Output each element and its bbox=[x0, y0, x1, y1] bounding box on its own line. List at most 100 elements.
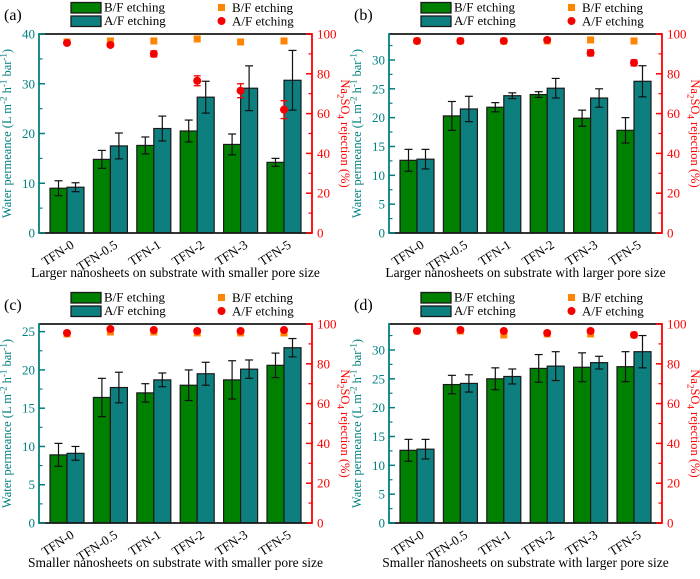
right-tick-label: 40 bbox=[317, 146, 330, 161]
y-axis-label-right: Na2SO4 rejection (%) bbox=[336, 369, 351, 477]
scatter-point-circle bbox=[630, 330, 638, 339]
left-tick-label: 30 bbox=[22, 76, 35, 91]
scatter-point-circle bbox=[63, 38, 71, 47]
bar-af bbox=[416, 158, 435, 234]
left-tick-label: 15 bbox=[372, 139, 385, 154]
scatter-point-circle bbox=[63, 328, 71, 337]
scatter-point-square bbox=[587, 36, 595, 44]
right-axis-ticks: 0 20 40 60 80 100 bbox=[656, 316, 687, 530]
scatter-point-circle bbox=[280, 325, 288, 334]
right-tick-label: 40 bbox=[667, 435, 680, 450]
left-tick-label: 25 bbox=[22, 324, 35, 339]
bar-af bbox=[590, 361, 609, 524]
x-tick-label: TFN-0 bbox=[389, 526, 427, 558]
right-tick-label: 0 bbox=[667, 515, 674, 530]
y-axis-label-right: Na2SO4 rejection (%) bbox=[336, 79, 351, 187]
scatter-point-circle bbox=[106, 324, 115, 333]
bar-error-bars bbox=[54, 337, 297, 467]
right-tick-label: 0 bbox=[667, 226, 674, 241]
panel-label: (c) bbox=[4, 297, 22, 314]
x-axis-caption: Larger nanosheets on substrate with smal… bbox=[31, 265, 320, 280]
bars-group bbox=[49, 346, 302, 524]
bar-bf bbox=[529, 367, 548, 524]
x-tick-label: TFN-0 bbox=[39, 526, 77, 558]
bar-af bbox=[109, 386, 129, 524]
left-tick-label: 0 bbox=[379, 226, 386, 241]
legend-swatch-af bbox=[70, 15, 102, 28]
left-tick-label: 20 bbox=[372, 400, 385, 415]
panel-label: (a) bbox=[4, 7, 22, 24]
legend-label: A/F etching bbox=[454, 13, 516, 28]
right-tick-label: 80 bbox=[317, 66, 330, 81]
bar-bf bbox=[529, 93, 548, 234]
panel-label: (b) bbox=[354, 7, 373, 24]
y-axis-label-left: Water permeance (L m-2 h-1 bar-1) bbox=[0, 338, 14, 507]
legend-marker-circle bbox=[567, 306, 576, 315]
right-axis-ticks: 0 20 40 60 80 100 bbox=[306, 27, 337, 241]
x-tick-label: TFN-3 bbox=[562, 237, 600, 269]
right-tick-label: 60 bbox=[317, 106, 330, 121]
scatter-point-square bbox=[193, 35, 201, 43]
left-tick-label: 20 bbox=[22, 126, 35, 141]
right-tick-label: 80 bbox=[667, 66, 680, 81]
legend-label: A/F etching bbox=[454, 303, 516, 318]
legend-label: A/F etching bbox=[104, 13, 166, 28]
bars-group bbox=[49, 79, 302, 234]
scatter-point-circle bbox=[280, 105, 288, 114]
bar-af bbox=[153, 127, 172, 234]
left-tick-label: 20 bbox=[22, 362, 35, 377]
left-tick-label: 15 bbox=[372, 428, 385, 443]
left-tick-label: 10 bbox=[372, 168, 385, 183]
scatter-point-circle bbox=[456, 325, 465, 334]
bar-bf bbox=[573, 366, 592, 524]
legend-label: A/F etching bbox=[104, 303, 166, 318]
scatter-group bbox=[63, 35, 288, 120]
legend-swatch-af bbox=[420, 304, 452, 317]
bar-error-bars bbox=[54, 49, 297, 197]
bar-bf bbox=[486, 377, 505, 524]
legend-label: A/F etching bbox=[582, 303, 644, 318]
scatter-point-circle bbox=[543, 328, 552, 337]
x-tick-label: TFN-2 bbox=[519, 237, 557, 269]
bar-af bbox=[153, 378, 172, 524]
legend-label: B/F etching bbox=[232, 0, 294, 15]
bar-af bbox=[240, 368, 259, 524]
right-tick-label: 20 bbox=[667, 186, 680, 201]
left-axis-ticks: 0 5 10 15 20 25 30 bbox=[372, 334, 395, 530]
left-tick-label: 0 bbox=[379, 515, 386, 530]
x-tick-label: TFN-1 bbox=[126, 237, 164, 269]
bar-af bbox=[590, 97, 609, 234]
scatter-point-square bbox=[150, 37, 158, 45]
legend-marker-circle bbox=[217, 17, 226, 25]
legend-marker-square bbox=[568, 4, 575, 11]
left-tick-label: 25 bbox=[372, 371, 385, 386]
x-tick-label: TFN-1 bbox=[476, 526, 514, 558]
bar-af bbox=[546, 87, 565, 234]
x-tick-label: TFN-1 bbox=[126, 526, 164, 558]
bar-af bbox=[546, 365, 565, 524]
bar-af bbox=[503, 375, 522, 524]
x-tick-label: TFN-5 bbox=[256, 237, 294, 269]
left-axis-ticks: 0 10 20 30 40 bbox=[22, 27, 45, 241]
bar-bf bbox=[442, 115, 462, 234]
x-tick-label: TFN-3 bbox=[212, 237, 250, 269]
scatter-point-circle bbox=[106, 40, 115, 49]
x-tick-label: TFN-1 bbox=[476, 237, 514, 269]
x-axis-caption: Smaller nanosheets on substrate with sma… bbox=[28, 555, 323, 570]
scatter-group bbox=[413, 325, 638, 339]
legend-marker-square bbox=[568, 293, 575, 301]
legend-swatch-bf bbox=[70, 291, 102, 304]
left-tick-label: 25 bbox=[372, 81, 385, 96]
right-tick-label: 40 bbox=[667, 146, 680, 161]
right-tick-label: 40 bbox=[317, 435, 330, 450]
bar-bf bbox=[223, 143, 242, 234]
right-tick-label: 60 bbox=[667, 396, 680, 411]
bar-bf bbox=[266, 161, 285, 234]
bars-group bbox=[399, 80, 652, 234]
bar-af bbox=[503, 95, 522, 234]
right-tick-label: 0 bbox=[317, 515, 324, 530]
left-tick-label: 15 bbox=[22, 400, 35, 415]
legend-swatch-bf bbox=[70, 1, 102, 14]
